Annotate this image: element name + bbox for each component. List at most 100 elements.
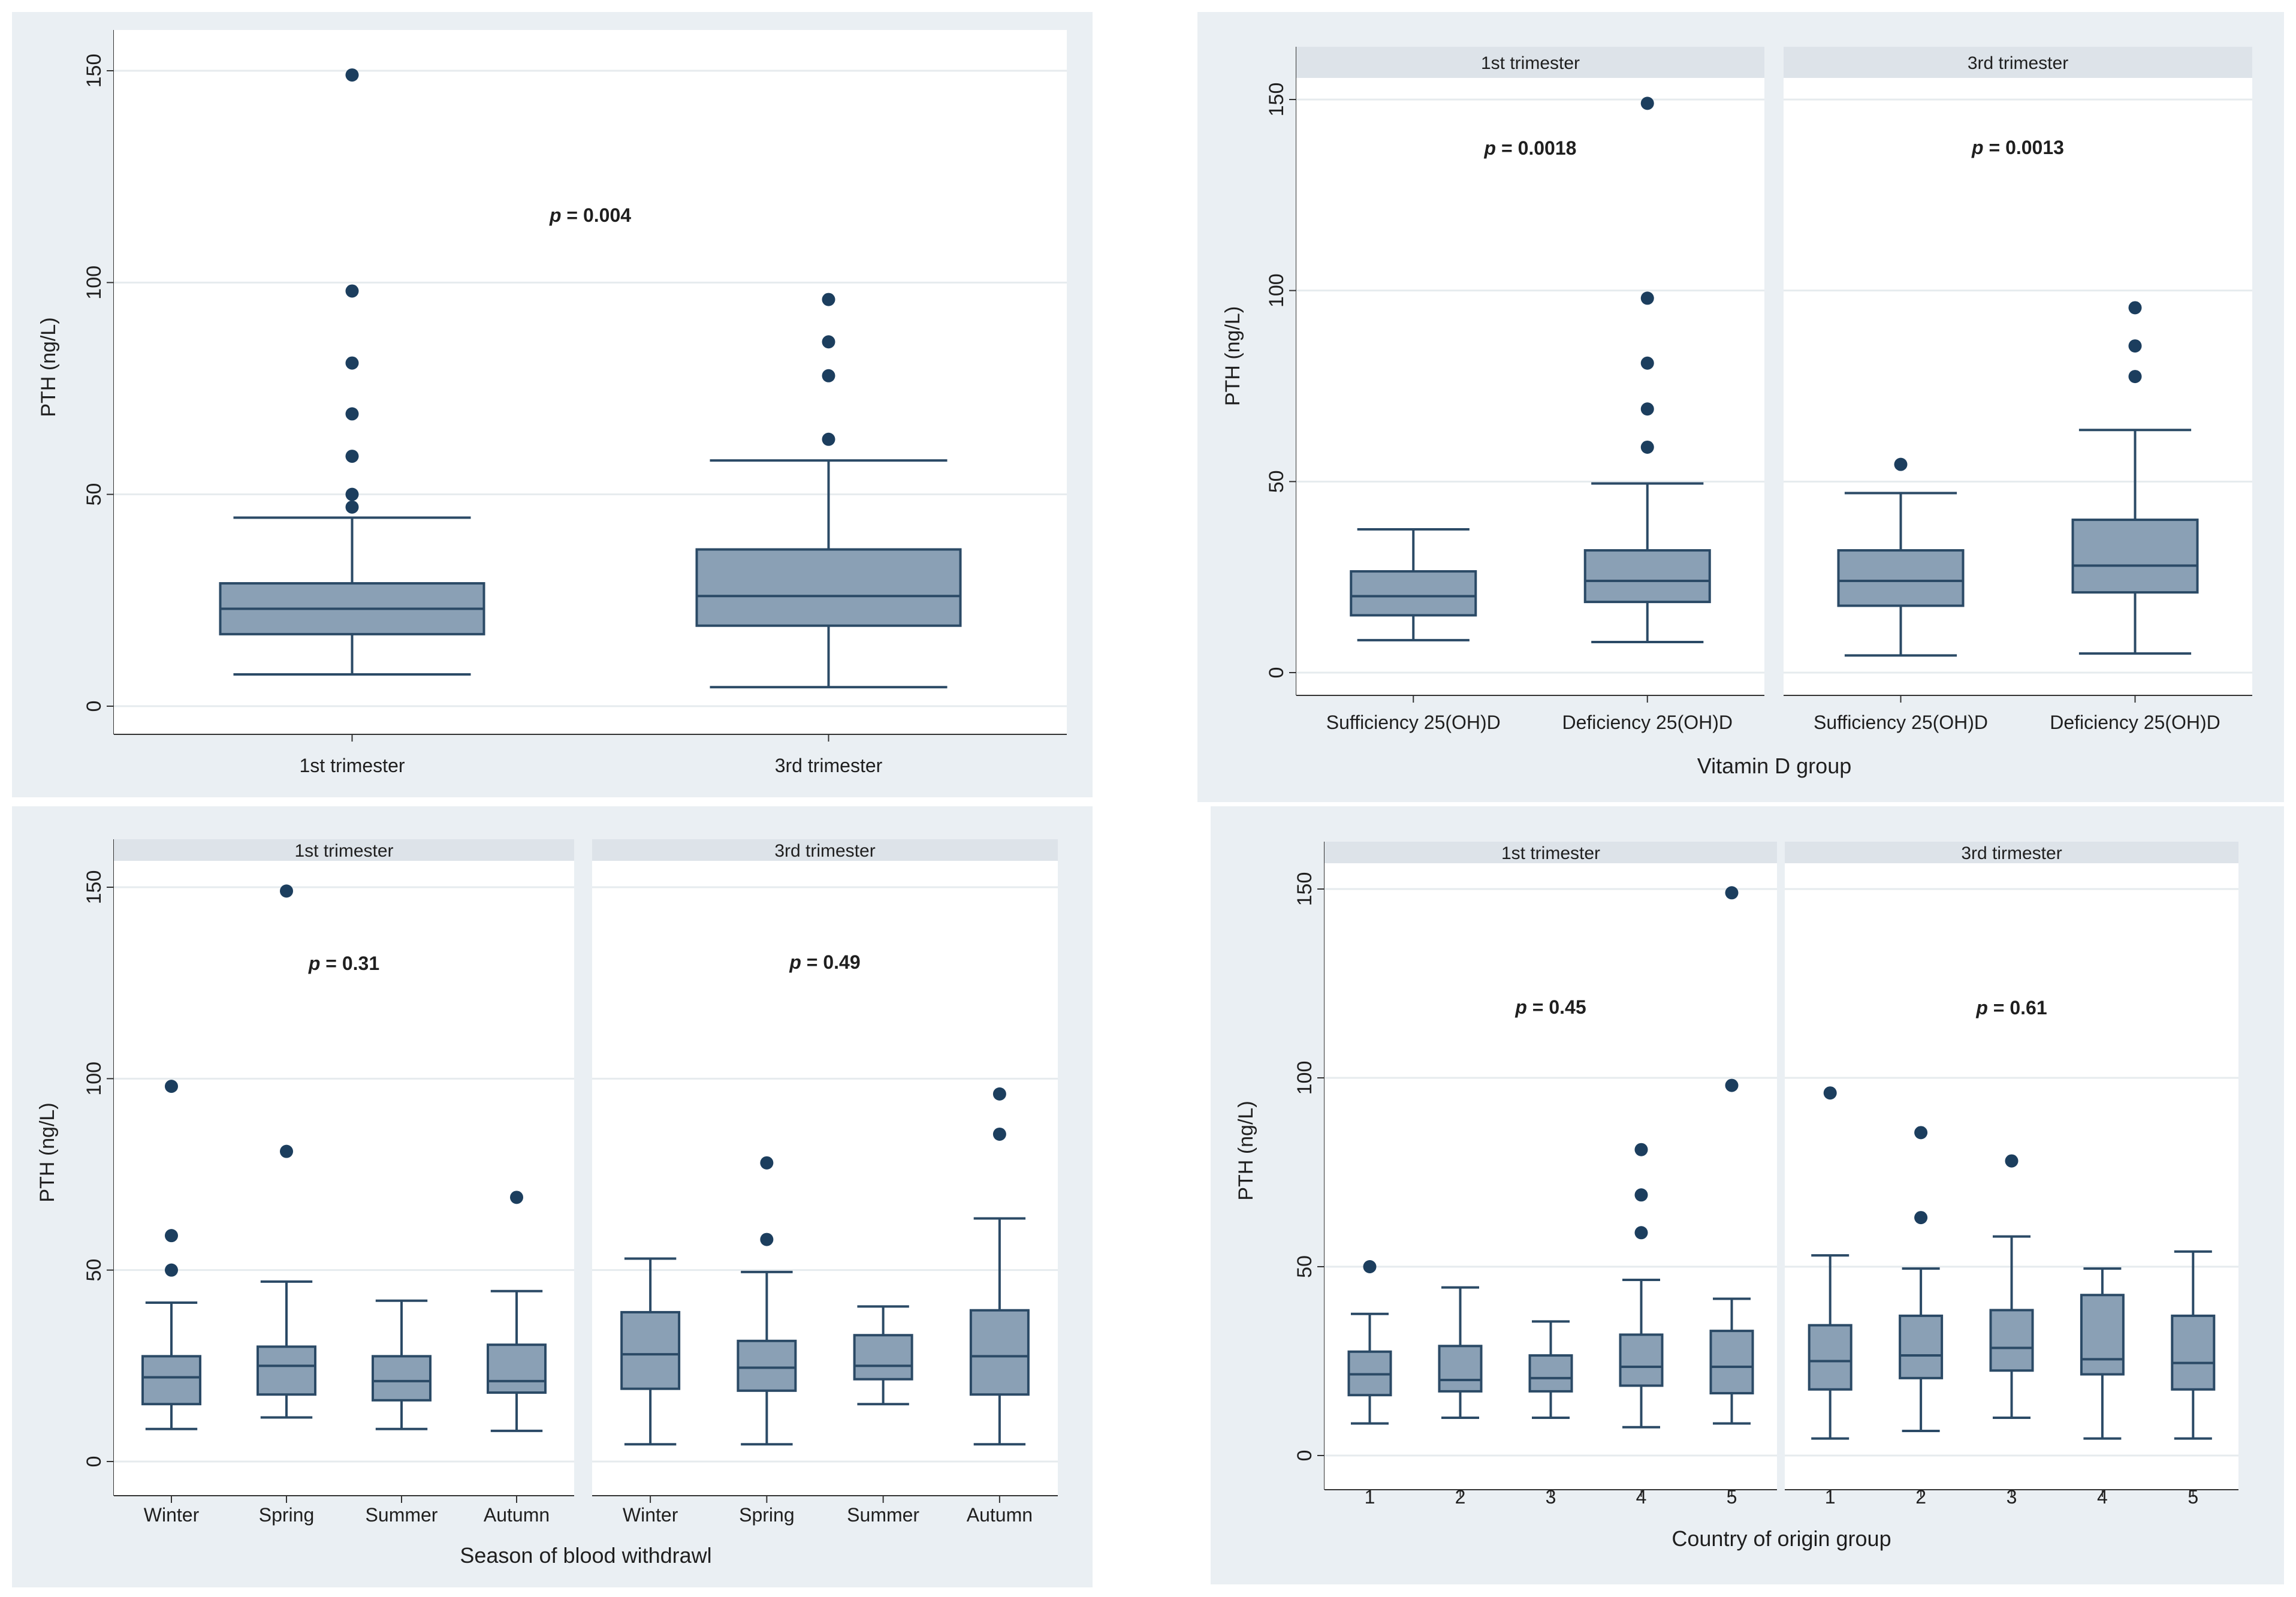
outlier-point <box>992 1087 1006 1101</box>
iqr-box <box>695 548 962 627</box>
outlier-point <box>165 1080 178 1093</box>
outlier-point <box>1725 886 1739 900</box>
facet-strip <box>114 839 574 861</box>
box-4 <box>1619 1143 1664 1429</box>
box-5 <box>2171 1250 2216 1440</box>
facet-strip-label: 1st trimester <box>294 841 393 861</box>
facet-strip <box>1325 842 1777 863</box>
outlier-point <box>345 407 359 421</box>
box-2 <box>695 293 962 689</box>
iqr-box <box>141 1355 201 1406</box>
facet-strip-label: 3rd trimester <box>774 841 875 861</box>
y-tick-label: 100 <box>83 1062 105 1096</box>
outlier-point <box>280 884 293 898</box>
iqr-box <box>1583 549 1711 604</box>
box-2 <box>1583 97 1711 644</box>
y-tick-label: 100 <box>1293 1061 1316 1095</box>
facet-strip-label: 3rd trimester <box>1968 53 2068 73</box>
facet-2: 3rd trimester p = 0.0013 Sufficiency 25(OH… <box>1784 47 2252 733</box>
outlier-point <box>345 68 359 82</box>
facet-2: 3rd trimester p = 0.49 Winter Spring Summer A… <box>592 839 1058 1526</box>
p-value-annotation: p = 0.0013 <box>1971 137 2064 158</box>
box-3 <box>372 1299 432 1430</box>
x-tick-label: Winter <box>144 1504 200 1526</box>
x-tick-label: 2 <box>1915 1486 1926 1508</box>
outlier-point <box>1725 1078 1739 1092</box>
iqr-box <box>1837 549 1965 607</box>
outlier-point <box>280 1144 293 1158</box>
iqr-box <box>969 1309 1030 1396</box>
y-tick-label: 50 <box>1293 1255 1316 1278</box>
outlier-point <box>345 284 359 298</box>
y-tick-label: 150 <box>83 54 105 88</box>
y-tick-label: 150 <box>83 870 105 905</box>
outlier-point <box>760 1156 774 1170</box>
x-tick-label: 1 <box>1365 1486 1375 1508</box>
outlier-point <box>1640 291 1654 305</box>
box-4 <box>487 1191 547 1432</box>
facet-strip <box>1784 47 2252 78</box>
outlier-point <box>1914 1126 1928 1140</box>
y-tick-label: 50 <box>83 1259 105 1282</box>
facet-1: p = 0.004 1st trimester 3rd trimester <box>114 30 1067 776</box>
box-1 <box>1350 528 1477 641</box>
box-1 <box>1808 1086 1853 1440</box>
box-4 <box>969 1087 1030 1446</box>
outlier-point <box>165 1263 178 1277</box>
x-tick-label: Winter <box>623 1504 678 1526</box>
outlier-point <box>1363 1260 1377 1273</box>
x-tick-label: 5 <box>2188 1486 2198 1508</box>
iqr-box <box>2171 1314 2216 1391</box>
outlier-point <box>165 1229 178 1243</box>
outlier-point <box>1634 1226 1648 1240</box>
facet-strip-label: 1st trimester <box>1481 53 1580 73</box>
outlier-point <box>1640 356 1654 370</box>
y-tick-label: 100 <box>1265 273 1288 308</box>
x-tick-label: 5 <box>1727 1486 1737 1508</box>
plot-area <box>592 839 1058 1496</box>
facet-2: 3rd tirmester p = 0.61 1 2 3 4 5 <box>1785 842 2238 1508</box>
x-tick-label: Summer <box>847 1504 919 1526</box>
outlier-point <box>2128 301 2142 315</box>
iqr-box <box>2071 519 2199 594</box>
x-tick-label: Summer <box>366 1504 438 1526</box>
box-3 <box>1528 1320 1573 1419</box>
x-tick-label: Spring <box>739 1504 795 1526</box>
facet-strip <box>1296 47 1764 78</box>
y-tick-label: 150 <box>1265 83 1288 117</box>
box-1 <box>141 1080 201 1430</box>
p-value-annotation: p = 0.61 <box>1975 997 2047 1019</box>
outlier-point <box>1640 440 1654 454</box>
box-4 <box>2080 1267 2125 1440</box>
x-tick-label: Autumn <box>484 1504 550 1526</box>
box-2 <box>1899 1126 1944 1433</box>
iqr-box <box>620 1310 681 1390</box>
x-tick-label: 3 <box>1546 1486 1556 1508</box>
outlier-point <box>822 369 835 382</box>
y-tick-label: 150 <box>1293 872 1316 906</box>
box-1 <box>620 1257 681 1446</box>
y-axis-label: PTH (ng/L) <box>36 1102 59 1202</box>
outlier-point <box>1634 1143 1648 1156</box>
box-1 <box>219 68 485 676</box>
y-tick-label: 0 <box>83 1456 105 1468</box>
outlier-point <box>822 293 835 306</box>
box-3 <box>853 1305 913 1406</box>
y-tick-label: 100 <box>83 266 105 300</box>
facet-1: 1st trimester p = 0.45 1 2 3 4 5 <box>1325 842 1777 1508</box>
box-3 <box>1989 1154 2034 1419</box>
outlier-point <box>1640 402 1654 416</box>
facet-strip <box>592 839 1058 861</box>
y-tick-label: 0 <box>1293 1450 1316 1462</box>
box-2 <box>2071 301 2199 655</box>
p-value-annotation: p = 0.49 <box>789 951 860 973</box>
y-tick-label: 50 <box>1265 470 1288 493</box>
box-2 <box>737 1156 797 1446</box>
iqr-box <box>1899 1314 1944 1379</box>
facet-1: 1st trimester p = 0.0018 Sufficiency 25(OH… <box>1296 47 1764 733</box>
